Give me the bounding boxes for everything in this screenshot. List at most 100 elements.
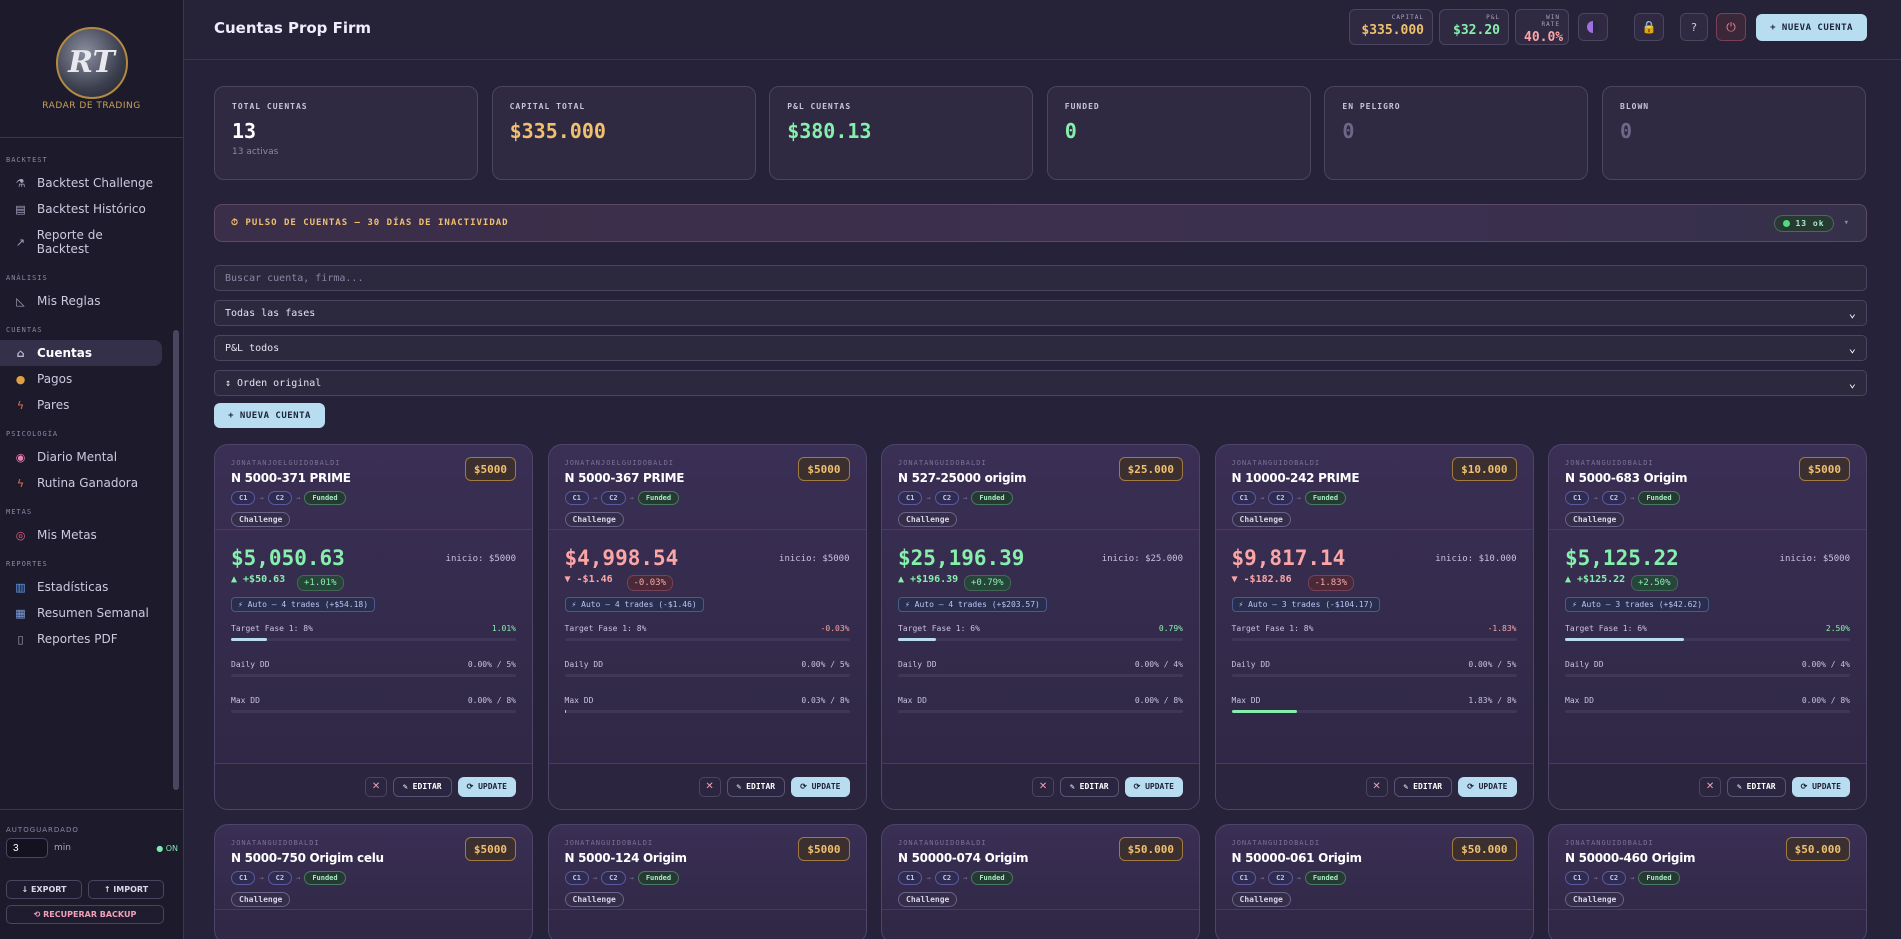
account-card[interactable]: JONATANJOELGUIDOBALDI N 5000-371 PRIME $…: [214, 444, 533, 810]
update-account-button[interactable]: ⟳ UPDATE: [457, 776, 516, 797]
edit-account-button[interactable]: ✎ EDITAR: [1393, 776, 1453, 797]
chevron-down-icon[interactable]: ▾: [1843, 218, 1850, 228]
phase-funded-badge: Funded: [1304, 871, 1347, 885]
account-card[interactable]: JONATANJOELGUIDOBALDI N 5000-367 PRIME $…: [547, 444, 867, 810]
account-card[interactable]: JONATANGUIDOBALDI N 50000-061 Origim $50…: [1214, 824, 1534, 939]
phase-c2-badge: C2: [601, 491, 626, 505]
bank-icon: ⌂: [16, 346, 25, 360]
sidebar-item[interactable]: ▦ Resumen Semanal: [0, 600, 162, 626]
kpi-card: EN PELIGRO 0: [1324, 86, 1589, 180]
kpi-label: EN PELIGRO: [1342, 102, 1401, 111]
search-input[interactable]: Buscar cuenta, firma...: [214, 265, 1867, 291]
order-select[interactable]: ↕ Orden original ⌄: [214, 370, 1867, 396]
update-account-button[interactable]: ⟳ UPDATE: [791, 776, 850, 797]
edit-account-button[interactable]: ✎ EDITAR: [393, 776, 452, 797]
daily-dd-value: 0.00% / 5%: [1468, 660, 1517, 669]
sidebar-item[interactable]: ⌂ Cuentas: [0, 340, 162, 366]
daily-dd-label: Daily DD: [1231, 660, 1271, 669]
sidebar-item[interactable]: ϟ Rutina Ganadora: [0, 470, 162, 496]
target-value: -1.83%: [1487, 624, 1517, 633]
scrollbar-thumb[interactable]: [173, 330, 179, 790]
account-card[interactable]: JONATANGUIDOBALDI N 527-25000 origim $25…: [881, 444, 1200, 810]
max-dd-label: Max DD: [231, 696, 260, 705]
sidebar-scrollbar[interactable]: [172, 150, 180, 805]
autosave-interval-input[interactable]: [6, 838, 48, 858]
update-account-button[interactable]: ⟳ UPDATE: [1124, 776, 1183, 797]
account-pct-badge: -0.03%: [626, 575, 674, 591]
account-card[interactable]: JONATANGUIDOBALDI N 5000-124 Origim $500…: [547, 824, 867, 939]
phase-c1-badge: C1: [1231, 491, 1256, 505]
winrate-value: 40.0%: [1524, 30, 1564, 45]
delete-account-button[interactable]: ✕: [365, 776, 388, 797]
help-button[interactable]: ?: [1680, 13, 1708, 41]
phase-c2-badge: C2: [267, 491, 293, 505]
brain-icon: ◉: [15, 450, 26, 464]
sidebar: RT RADAR DE TRADING BACKTEST ⚗ Backtest Ch…: [0, 0, 184, 939]
sidebar-item[interactable]: ↗ Reporte de Backtest: [0, 222, 162, 262]
sidebar-item[interactable]: ▥ Estadísticas: [0, 574, 162, 600]
daily-dd-label: Daily DD: [231, 660, 270, 669]
nav-section-title: METAS: [6, 508, 33, 516]
max-dd-label: Max DD: [564, 696, 594, 705]
update-account-button[interactable]: ⟳ UPDATE: [1458, 776, 1517, 797]
phase-filter-select[interactable]: Todas las fases ⌄: [214, 300, 1867, 326]
export-button[interactable]: ↓ EXPORT: [6, 880, 82, 899]
add-account-button[interactable]: + NUEVA CUENTA: [214, 403, 325, 428]
account-card[interactable]: JONATANGUIDOBALDI N 5000-750 Origim celu…: [214, 824, 533, 939]
header-new-account-button[interactable]: + NUEVA CUENTA: [1756, 14, 1867, 41]
arrow-icon: →: [1593, 494, 1598, 502]
account-pct-badge: -1.83%: [1307, 575, 1355, 591]
recover-backup-button[interactable]: ⟲ RECUPERAR BACKUP: [6, 905, 164, 924]
phase-c1-badge: C1: [1231, 871, 1256, 885]
daily-dd-bar: [1565, 674, 1850, 677]
challenge-badge: Challenge: [231, 892, 291, 907]
flask-icon: ⚗: [15, 176, 26, 190]
kpi-label: BLOWN: [1620, 102, 1650, 111]
account-name: N 527-25000 origim: [898, 471, 1027, 485]
account-card[interactable]: JONATANGUIDOBALDI N 10000-242 PRIME $10.…: [1214, 444, 1534, 810]
sidebar-item-label: Backtest Histórico: [37, 202, 146, 216]
edit-account-button[interactable]: ✎ EDITAR: [1727, 776, 1786, 797]
max-dd-bar: [1231, 710, 1517, 713]
sidebar-item[interactable]: ▤ Backtest Histórico: [0, 196, 162, 222]
challenge-badge: Challenge: [898, 512, 958, 527]
account-delta: ▲ +$125.22: [1565, 574, 1626, 585]
capital-value: $335.000: [1361, 23, 1424, 38]
account-card[interactable]: JONATANGUIDOBALDI N 50000-074 Origim $50…: [881, 824, 1200, 939]
delete-account-button[interactable]: ✕: [698, 776, 721, 797]
edit-account-button[interactable]: ✎ EDITAR: [726, 776, 786, 797]
pulse-ok-count: 13 ok: [1795, 218, 1825, 228]
account-owner: JONATANGUIDOBALDI: [898, 839, 987, 847]
edit-account-button[interactable]: ✎ EDITAR: [1060, 776, 1119, 797]
theme-toggle-button[interactable]: [1578, 13, 1608, 41]
help-icon: ?: [1691, 20, 1697, 34]
pnl-filter-select[interactable]: P&L todos ⌄: [214, 335, 1867, 361]
delete-account-button[interactable]: ✕: [1699, 776, 1722, 797]
delete-account-button[interactable]: ✕: [1032, 776, 1055, 797]
sidebar-item[interactable]: ϟ Pares: [0, 392, 162, 418]
account-name: N 50000-061 Origim: [1231, 851, 1363, 865]
import-button[interactable]: ↑ IMPORT: [88, 880, 164, 899]
sidebar-item[interactable]: ◺ Mis Reglas: [0, 288, 162, 314]
account-card[interactable]: JONATANGUIDOBALDI N 50000-460 Origim $50…: [1548, 824, 1867, 939]
pulse-banner[interactable]: ⏱ PULSO DE CUENTAS — 30 DÍAS DE INACTIVI…: [214, 204, 1867, 242]
sidebar-nav: BACKTEST ⚗ Backtest Challenge ▤ Backtest His…: [0, 144, 172, 804]
kpi-card: CAPITAL TOTAL $335.000: [491, 86, 756, 180]
delete-account-button[interactable]: ✕: [1365, 776, 1388, 797]
update-account-button[interactable]: ⟳ UPDATE: [1791, 776, 1850, 797]
account-card[interactable]: JONATANGUIDOBALDI N 5000-683 Origim $500…: [1548, 444, 1867, 810]
lock-button[interactable]: 🔒: [1634, 13, 1664, 41]
sidebar-item[interactable]: ◎ Mis Metas: [0, 522, 162, 548]
arrow-icon: →: [296, 874, 301, 882]
nav-section-title: ANÁLISIS: [6, 274, 48, 282]
phase-c1-badge: C1: [231, 871, 256, 885]
logout-button[interactable]: ⏻: [1716, 13, 1746, 41]
sidebar-item[interactable]: ◉ Diario Mental: [0, 444, 162, 470]
sidebar-item-label: Reporte de Backtest: [36, 228, 103, 256]
max-dd-fill: [564, 710, 566, 713]
sidebar-item[interactable]: ▯ Reportes PDF: [0, 626, 162, 652]
arrow-icon: →: [1259, 494, 1265, 502]
sidebar-item[interactable]: ⚗ Backtest Challenge: [0, 170, 162, 196]
calendar-icon: ▦: [15, 606, 26, 620]
sidebar-item[interactable]: ● Pagos: [0, 366, 162, 392]
